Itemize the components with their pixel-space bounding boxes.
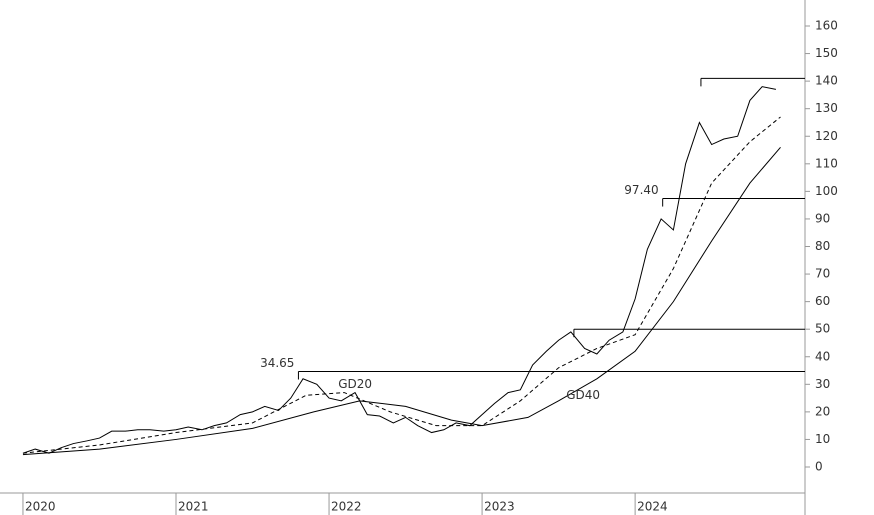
y-tick-label: 10 — [815, 432, 830, 446]
y-tick-label: 50 — [815, 322, 830, 336]
y-tick-label: 100 — [815, 184, 838, 198]
y-tick-label: 110 — [815, 156, 838, 170]
y-tick-label: 150 — [815, 46, 838, 60]
series-label: GD40 — [566, 388, 600, 402]
y-tick-label: 60 — [815, 294, 830, 308]
y-tick-label: 70 — [815, 267, 830, 281]
y-tick-label: 160 — [815, 19, 838, 33]
y-tick-label: 40 — [815, 349, 830, 363]
y-tick-label: 130 — [815, 101, 838, 115]
y-tick-label: 120 — [815, 129, 838, 143]
y-tick-label: 20 — [815, 404, 830, 418]
x-tick-label: 2023 — [484, 500, 515, 514]
series-label: GD20 — [338, 377, 372, 391]
level-label: 34.65 — [260, 356, 294, 370]
y-tick-label: 0 — [815, 460, 823, 474]
series-line — [22, 146, 781, 456]
level-label: 97.40 — [624, 183, 658, 197]
series-line — [22, 86, 777, 454]
x-tick-label: 2020 — [25, 500, 56, 514]
y-tick-label: 90 — [815, 211, 830, 225]
y-tick-label: 140 — [815, 74, 838, 88]
series-line — [22, 116, 781, 454]
y-tick-label: 30 — [815, 377, 830, 391]
y-tick-label: 80 — [815, 239, 830, 253]
x-tick-label: 2022 — [331, 500, 362, 514]
x-tick-label: 2021 — [178, 500, 209, 514]
x-tick-label: 2024 — [637, 500, 668, 514]
